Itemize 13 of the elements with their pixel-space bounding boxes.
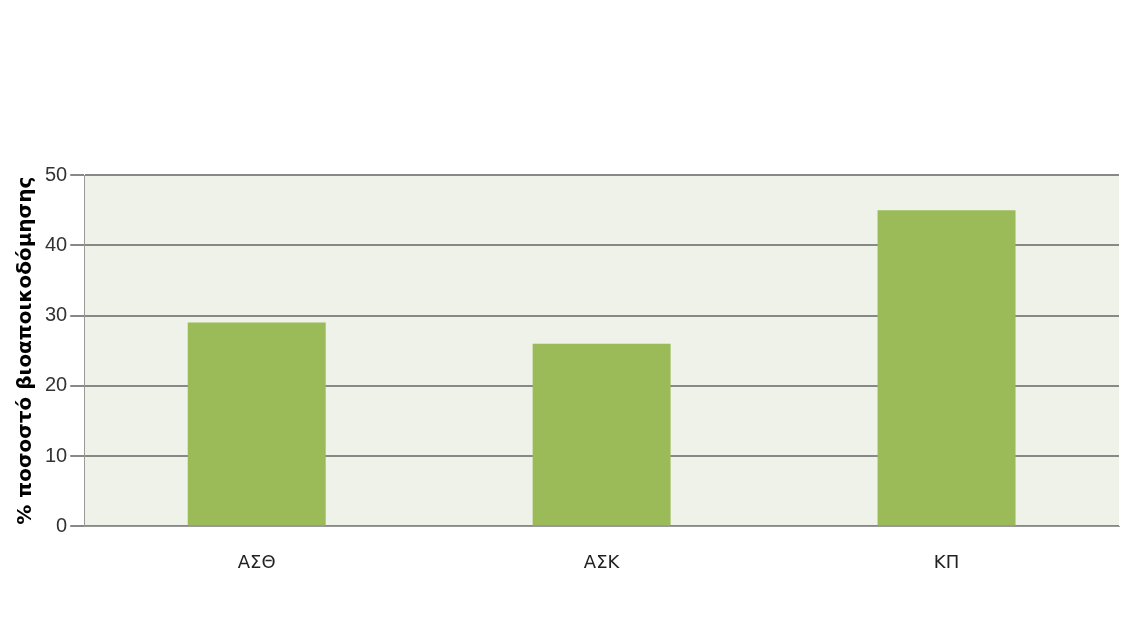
y-tick-label: 30: [45, 303, 68, 326]
bar: [187, 322, 326, 526]
bar: [532, 343, 671, 526]
y-axis-title: % ποσοστό βιοαποικοδόμησης: [12, 176, 37, 525]
y-tick-label: 40: [45, 232, 68, 255]
y-tick-label: 50: [45, 162, 68, 185]
bar: [877, 210, 1016, 526]
y-tick-label: 10: [45, 443, 68, 466]
x-tick-label: ΑΣΚ: [583, 550, 621, 572]
y-tick-label: 20: [45, 373, 68, 396]
x-tick-label: ΚΠ: [933, 550, 960, 572]
x-tick-label: ΑΣΘ: [237, 550, 276, 572]
y-tick-label: 0: [56, 513, 68, 536]
